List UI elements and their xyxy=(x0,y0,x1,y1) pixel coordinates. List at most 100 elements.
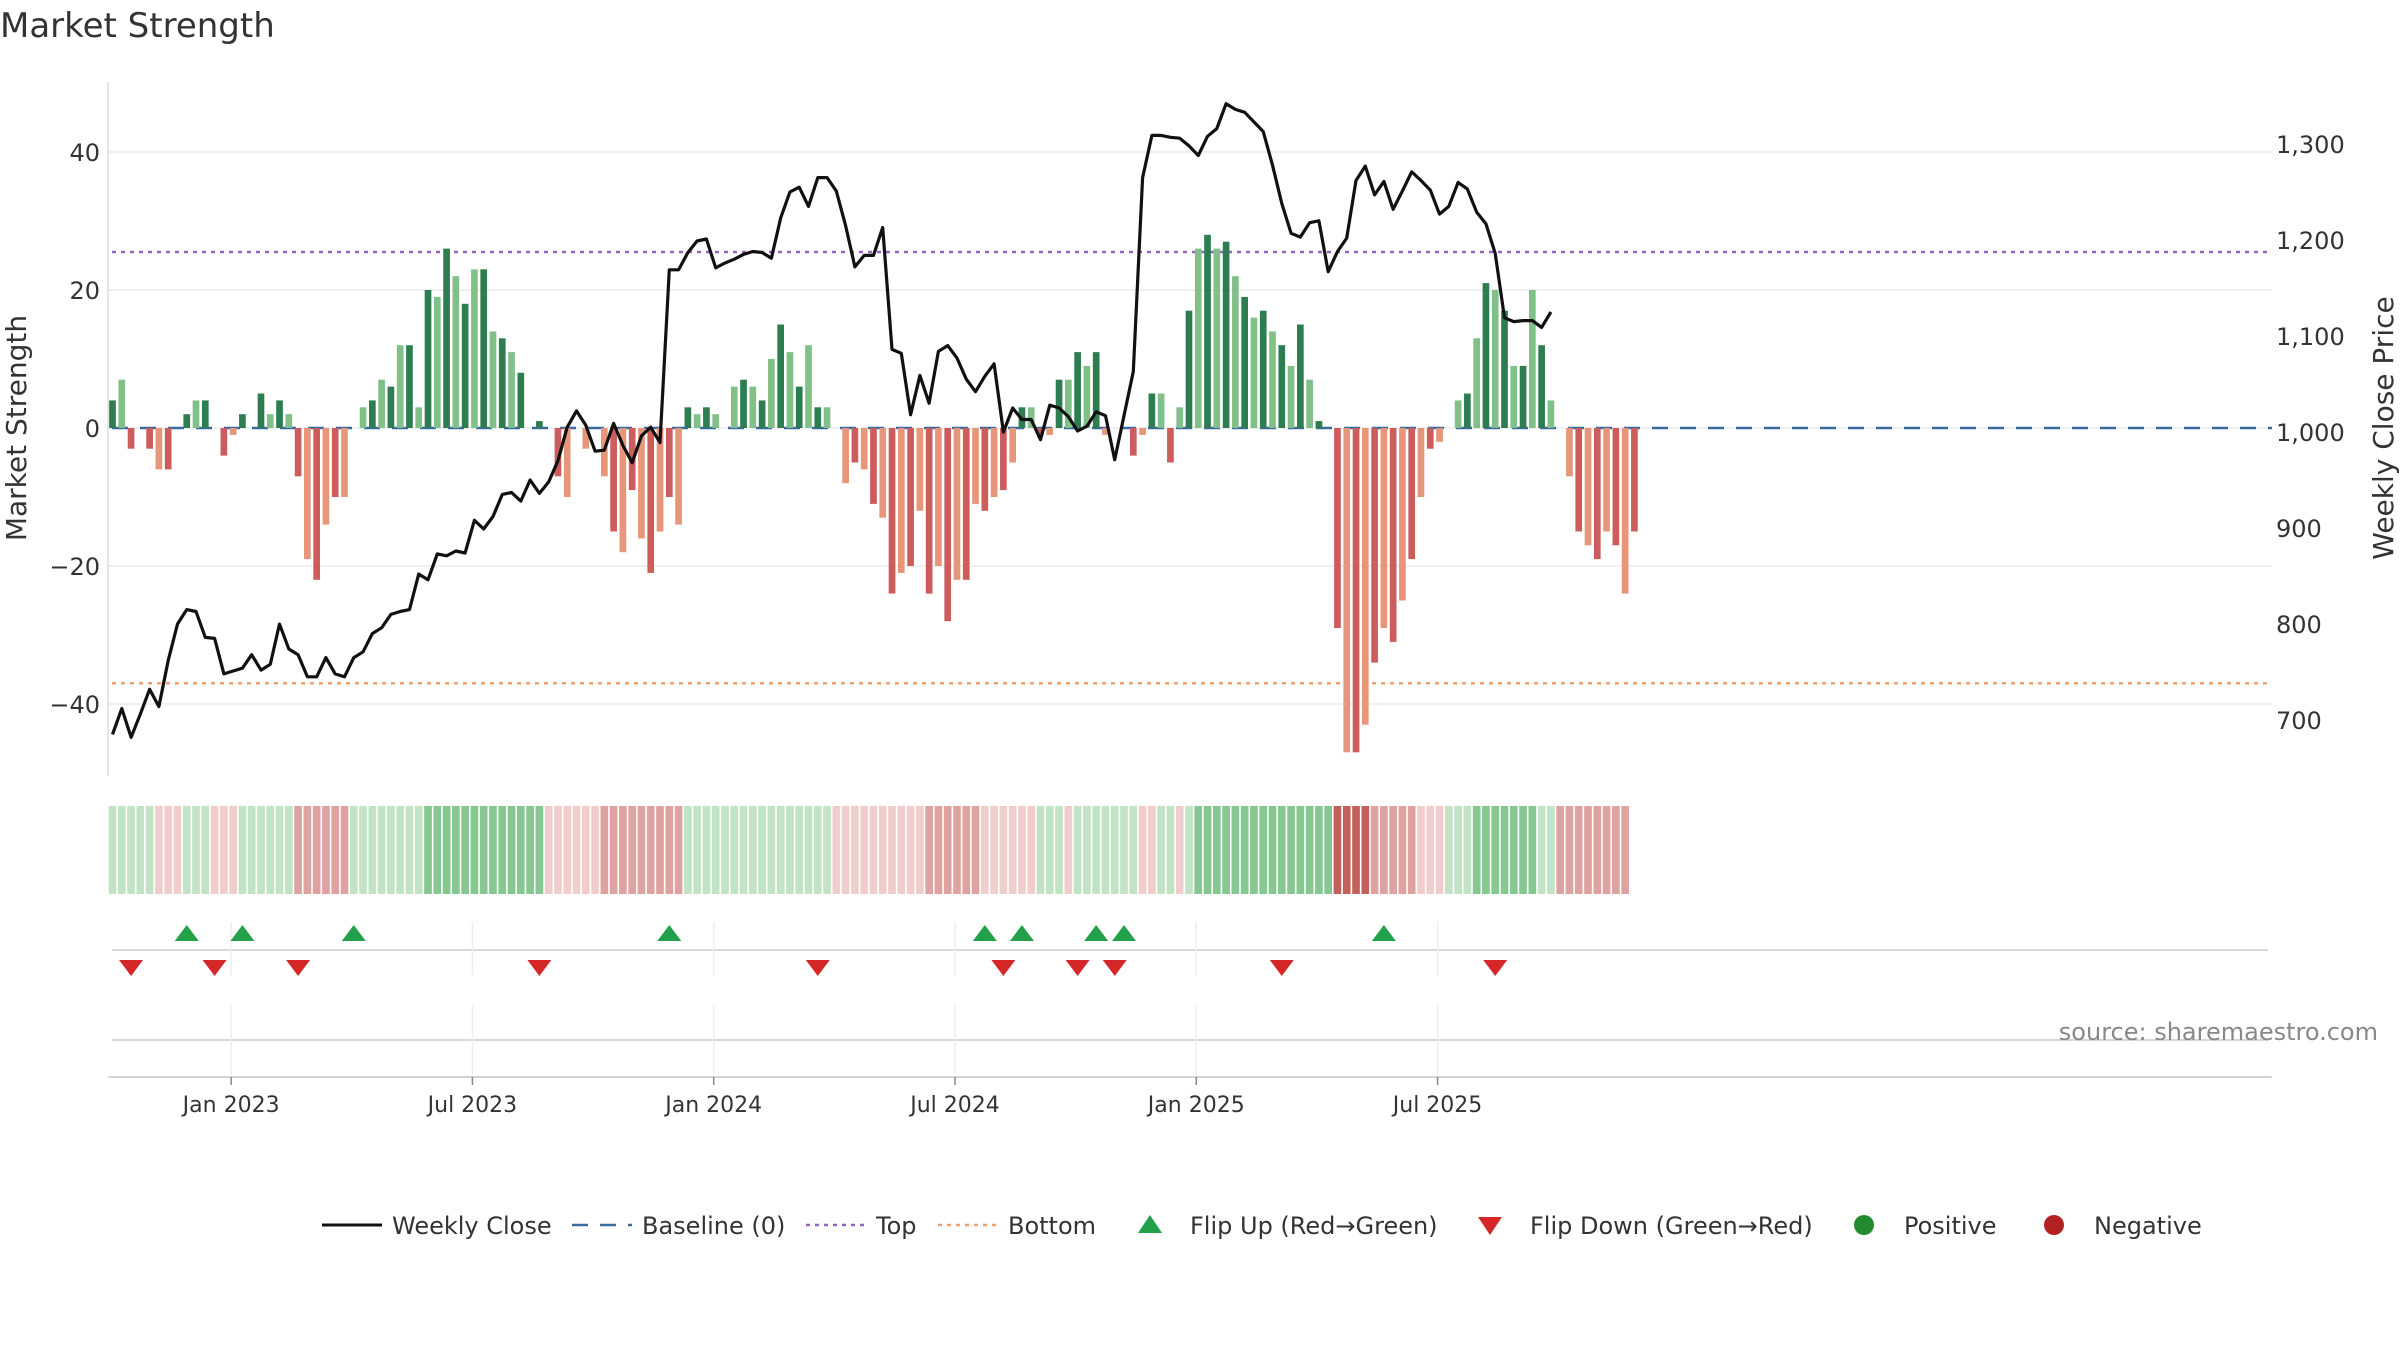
regime-cell xyxy=(349,806,358,894)
legend-label: Bottom xyxy=(1008,1212,1096,1240)
strength-bar xyxy=(870,428,877,504)
strength-bar xyxy=(1250,317,1258,428)
regime-cell xyxy=(971,806,980,894)
right-tick-label: 800 xyxy=(2276,611,2322,639)
regime-cell xyxy=(1110,806,1119,894)
regime-cell xyxy=(424,806,432,894)
legend-label: Positive xyxy=(1904,1212,1997,1240)
strength-bar xyxy=(860,428,868,470)
regime-cell xyxy=(1018,806,1026,894)
left-tick-label: 20 xyxy=(69,277,100,305)
regime-cell xyxy=(619,806,627,894)
regime-cell xyxy=(637,806,646,894)
strength-bar xyxy=(712,414,720,428)
legend: Weekly Close Baseline (0) Top Bottom Flip Up… xyxy=(322,1212,2202,1240)
regime-cell xyxy=(609,806,618,894)
strength-bar xyxy=(266,414,274,428)
x-tick-label: Jan 2024 xyxy=(663,1093,762,1118)
regime-cell xyxy=(1435,806,1444,894)
strength-bar xyxy=(1306,379,1313,428)
regime-cell xyxy=(906,806,915,894)
regime-cell xyxy=(1055,806,1063,894)
strength-bar xyxy=(888,428,896,594)
regime-cell xyxy=(1593,806,1602,894)
regime-cell xyxy=(934,806,943,894)
regime-cell xyxy=(1472,806,1481,894)
regime-cell xyxy=(767,806,776,894)
strength-bar xyxy=(823,407,831,428)
regime-strip xyxy=(108,806,1629,894)
regime-cell xyxy=(684,806,692,894)
regime-cell xyxy=(572,806,581,894)
legend-swatch-flip-down xyxy=(1478,1217,1502,1235)
strength-bar xyxy=(396,345,404,428)
strength-bar xyxy=(1408,428,1416,560)
regime-cell xyxy=(1389,806,1397,894)
regime-cell xyxy=(1064,806,1073,894)
strength-bar xyxy=(1102,428,1109,435)
regime-cell xyxy=(1444,806,1453,894)
regime-cell xyxy=(1185,806,1193,894)
regime-cell xyxy=(1454,806,1462,894)
flip-down-marker xyxy=(527,960,552,976)
strength-bar xyxy=(768,359,775,428)
regime-cell xyxy=(1547,806,1555,894)
strength-bar xyxy=(1204,234,1211,428)
strength-bar xyxy=(1621,428,1629,594)
regime-cell xyxy=(275,806,284,894)
regime-cell xyxy=(674,806,683,894)
strength-bar xyxy=(1464,393,1471,428)
regime-cell xyxy=(1092,806,1101,894)
regime-cell xyxy=(1584,806,1592,894)
regime-cell xyxy=(1315,806,1323,894)
regime-cell xyxy=(507,806,516,894)
regime-cell xyxy=(1398,806,1407,894)
regime-cell xyxy=(554,806,562,894)
strength-bar xyxy=(164,428,172,470)
regime-cell xyxy=(498,806,507,894)
regime-cell xyxy=(117,806,126,894)
regime-cell xyxy=(396,806,405,894)
regime-cell xyxy=(294,806,302,894)
regime-cell xyxy=(433,806,442,894)
right-tick-label: 700 xyxy=(2276,707,2322,735)
strength-bar xyxy=(480,269,488,428)
regime-cell xyxy=(851,806,859,894)
strength-bar xyxy=(508,352,515,428)
strength-bar xyxy=(118,379,126,428)
flip-up-marker xyxy=(1371,925,1396,941)
regime-cell xyxy=(127,806,135,894)
regime-cell xyxy=(136,806,145,894)
strength-bar xyxy=(498,338,506,428)
regime-cell xyxy=(526,806,534,894)
strength-bar xyxy=(1241,296,1249,428)
strength-bar xyxy=(1139,428,1146,435)
regime-cell xyxy=(173,806,182,894)
left-tick-label: −40 xyxy=(49,691,100,719)
regime-cell xyxy=(888,806,896,894)
strength-bar xyxy=(647,428,655,573)
regime-cell xyxy=(470,806,479,894)
regime-cell xyxy=(1519,806,1527,894)
strength-bar xyxy=(1426,428,1434,449)
regime-cell xyxy=(164,806,173,894)
regime-cell xyxy=(1482,806,1490,894)
regime-cell xyxy=(108,806,117,894)
strength-bar xyxy=(201,400,209,428)
flip-down-marker xyxy=(1269,960,1294,976)
strength-bar xyxy=(433,296,441,428)
regime-cell xyxy=(544,806,553,894)
strength-bar xyxy=(368,400,376,428)
strength-bar xyxy=(1361,428,1369,725)
regime-cell xyxy=(1509,806,1518,894)
regime-cell xyxy=(1148,806,1156,894)
strength-bar xyxy=(1334,428,1341,629)
regime-cell xyxy=(804,806,813,894)
strength-bar xyxy=(471,269,478,428)
strength-bar xyxy=(1213,248,1221,428)
regime-cell xyxy=(1621,806,1629,894)
regime-cell xyxy=(257,806,265,894)
regime-cell xyxy=(303,806,312,894)
regime-cell xyxy=(1212,806,1221,894)
